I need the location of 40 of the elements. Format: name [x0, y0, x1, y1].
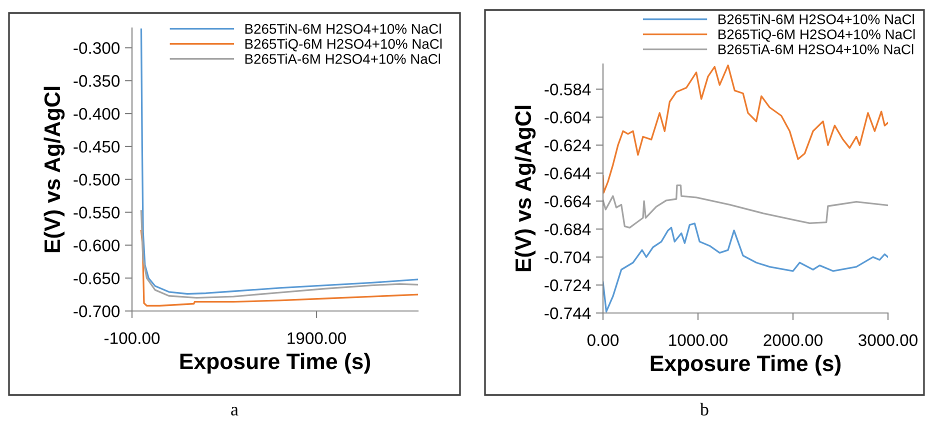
- text: a: [231, 406, 238, 416]
- y-tick-label: -0.704: [544, 251, 591, 264]
- y-tick-label: -0.600: [74, 240, 120, 252]
- x-tick-label: 1000.00: [669, 334, 728, 346]
- y-tick-label: -0.300: [74, 42, 120, 54]
- y-tick-label: -0.624: [544, 140, 591, 152]
- legend-label: B265TiA-6M H2SO4+10% NaCl: [718, 44, 914, 54]
- y-tick-label: -0.700: [74, 305, 120, 318]
- y-tick-label: -0.350: [74, 75, 120, 87]
- x-tick-label: -100.00: [104, 332, 160, 344]
- y-tick-label: -0.400: [74, 108, 120, 120]
- legend-label: B265TiA-6M H2SO4+10% NaCl: [245, 54, 440, 64]
- y-tick-label: -0.604: [544, 112, 591, 124]
- y-tick-label: -0.664: [544, 195, 591, 208]
- x-tick-label: 3000.00: [858, 334, 918, 346]
- x-tick-label: 2000.00: [764, 334, 822, 346]
- y-tick-label: -0.500: [74, 174, 120, 186]
- legend-label: B265TiQ-6M H2SO4+10% NaCl: [245, 38, 442, 52]
- y-tick-label: -0.450: [74, 140, 120, 153]
- y-tick-label: -0.684: [544, 223, 591, 236]
- y-axis-title: E(V) vs Ag/AgCl: [514, 106, 536, 272]
- y-tick-label: -0.550: [74, 206, 120, 218]
- legend-label: B265TiN-6M H2SO4+10% NaCl: [718, 14, 914, 24]
- x-tick-label: 1900.00: [288, 332, 346, 344]
- y-tick-label: -0.584: [544, 84, 591, 96]
- text: b: [700, 402, 708, 416]
- y-tick-label: -0.644: [544, 168, 591, 180]
- line-series: [140, 210, 418, 299]
- line-series: [140, 230, 418, 307]
- y-tick-label: -0.724: [544, 279, 591, 292]
- legend-label: B265TiQ-6M H2SO4+10% NaCl: [718, 29, 915, 42]
- y-tick-label: -0.650: [74, 272, 120, 284]
- x-tick-label: 0.00: [587, 334, 619, 346]
- line-series: [603, 184, 888, 229]
- x-axis-title: Exposure Time (s): [650, 354, 841, 376]
- y-axis-title: E(V) vs Ag/AgCl: [44, 86, 65, 252]
- y-tick-label: -0.744: [544, 307, 591, 320]
- x-axis-title: Exposure Time (s): [180, 352, 370, 374]
- legend-label: B265TiN-6M H2SO4+10% NaCl: [245, 24, 441, 34]
- line-series: [603, 64, 888, 194]
